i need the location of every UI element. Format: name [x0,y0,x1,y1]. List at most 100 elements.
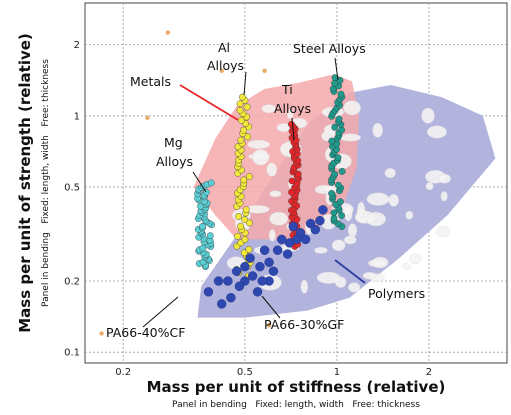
light-bubble [343,235,357,245]
reference-point [219,68,224,73]
light-bubble [436,225,451,238]
light-bubble [357,201,366,219]
light-bubble [331,239,346,252]
envelope-metals [193,74,359,240]
point-al-alloys [237,136,245,144]
light-bubble [269,190,282,198]
point-steel-alloys [328,137,336,145]
x-tick-label: 0.2 [115,367,131,378]
point-al-alloys [240,249,248,257]
point-al-alloys [236,106,244,114]
point-polymer [315,215,325,226]
point-steel-alloys [331,170,339,178]
label-polymers: Polymers [368,286,425,301]
label-steel: Steel Alloys [293,41,366,56]
point-ti-alloys [288,120,295,128]
point-polymer [255,261,265,272]
pa66-30-arrow [261,295,281,319]
point-al-alloys [236,100,244,108]
point-steel-alloys [331,74,339,82]
point-polymer [226,293,236,303]
light-bubble [405,211,414,220]
light-bubble [372,122,383,138]
y-tick-label: 0.1 [64,348,80,359]
light-bubble [401,263,412,270]
point-polymer [277,234,287,245]
point-polymer [259,245,270,255]
light-bubble [339,133,362,142]
point-steel-alloys [337,198,344,206]
light-bubble [286,109,294,120]
point-polymer [264,257,274,268]
point-mg-alloys [206,232,214,240]
point-al-alloys [240,176,248,184]
metals-arrow [179,84,239,121]
point-steel-alloys [338,167,346,175]
ti-arrow [291,117,295,141]
light-bubble [348,282,361,293]
point-al-alloys [235,212,242,220]
steel-arrow [334,57,339,81]
point-polymer [318,205,328,215]
point-steel-alloys [334,154,342,162]
reference-point [145,115,150,121]
point-al-alloys [241,236,249,243]
label-mg-2: Alloys [156,154,193,169]
point-ti-alloys [288,177,296,185]
point-polymer [245,253,255,263]
point-polymer [247,271,258,281]
point-steel-alloys [337,90,345,98]
y-axis-sublabel: Panel in bending Fixed: length, width Fr… [41,59,51,307]
light-bubble [252,149,270,166]
data-points [194,74,346,309]
light-bubble [300,279,309,294]
point-polymer [252,287,263,297]
light-bubble [314,246,328,254]
mg-arrow [192,171,207,193]
al-arrow [243,71,247,96]
point-al-alloys [234,232,241,240]
light-bubble [384,168,396,179]
y-tick-label: 1 [74,111,80,122]
label-ti-2: Alloys [274,101,311,116]
point-polymer [282,249,293,259]
point-al-alloys [245,246,253,253]
light-bubble [362,272,377,280]
light-bubble [409,253,422,264]
point-al-alloys [241,216,249,224]
point-polymer [234,281,245,291]
point-al-alloys [245,173,253,181]
light-bubble [266,162,278,177]
light-bubble [425,182,434,191]
x-tick-label: 2 [426,367,432,378]
point-polymer [288,221,298,232]
light-bubble [421,107,435,124]
label-pa66-30: PA66-30%GF [264,317,344,332]
point-polymer [213,276,224,286]
point-al-alloys [244,133,252,141]
x-tick-label: 1 [334,367,340,378]
point-polymer [268,266,279,276]
point-al-alloys [238,116,245,124]
polymers-arrow [334,259,366,284]
label-al-1: Al [218,40,230,55]
light-bubble [388,194,399,207]
annotation-arrows [142,57,366,328]
x-tick-label: 0.5 [237,367,253,378]
light-bubble [268,229,276,242]
point-polymer [292,234,302,245]
light-bubble [343,100,361,116]
light-bubble [438,173,451,184]
point-al-alloys [242,206,250,214]
light-bubble [426,125,447,139]
light-bubble [366,192,390,206]
point-steel-alloys [335,115,343,123]
point-polymer [231,266,242,276]
point-polymer [203,287,214,297]
light-bubble [440,191,448,202]
x-axis-label: Mass per unit of stiffness (relative) [147,378,446,396]
y-tick-label: 0.2 [64,277,80,288]
point-al-alloys [240,126,247,134]
label-pa66-40: PA66-40%CF [106,325,185,340]
point-polymer [223,276,233,286]
